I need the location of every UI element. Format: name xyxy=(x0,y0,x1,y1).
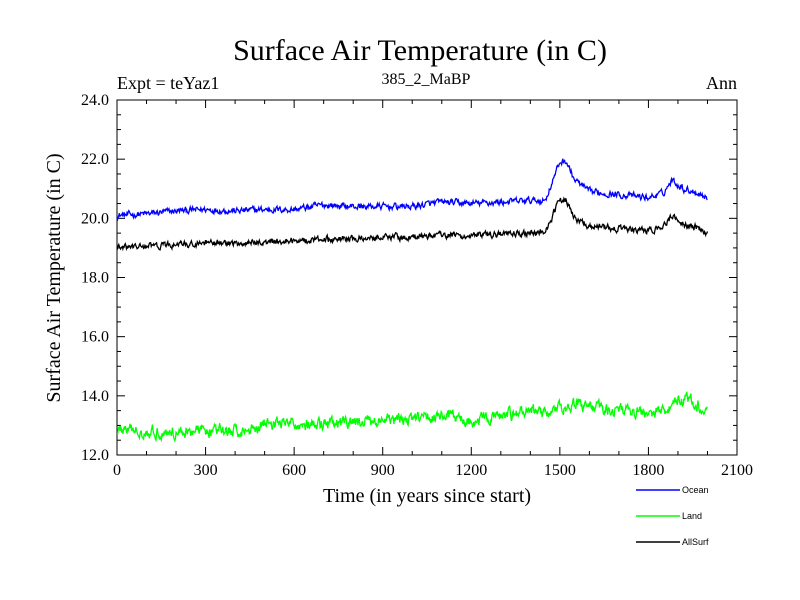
legend-label-ocean: Ocean xyxy=(682,485,709,495)
x-tick-label: 1500 xyxy=(544,462,576,479)
x-tick-label: 2100 xyxy=(721,462,753,479)
y-axis-ticks: 12.0 14.0 16.0 18.0 20.0 22.0 24.0 xyxy=(81,92,737,464)
y-axis-label: Surface Air Temperature (in C) xyxy=(43,153,65,402)
series-layer xyxy=(116,158,709,443)
series-line-allsurf xyxy=(116,196,709,252)
chart-subtitle-right: Ann xyxy=(706,73,737,93)
x-tick-label: 1800 xyxy=(632,462,664,479)
chart-subtitle-left: Expt = teYaz1 xyxy=(117,73,219,93)
legend: Ocean Land AllSurf xyxy=(636,485,709,547)
x-tick-label: 300 xyxy=(194,462,218,479)
x-tick-label: 600 xyxy=(282,462,306,479)
y-tick-label: 24.0 xyxy=(81,92,109,109)
x-axis-label: Time (in years since start) xyxy=(323,485,531,507)
y-tick-label: 14.0 xyxy=(81,388,109,405)
legend-label-allsurf: AllSurf xyxy=(682,537,709,547)
y-tick-label: 20.0 xyxy=(81,210,109,227)
y-tick-label: 16.0 xyxy=(81,329,109,346)
series-line-land xyxy=(116,391,709,443)
plot-frame xyxy=(116,99,738,456)
x-tick-label: 1200 xyxy=(455,462,487,479)
series-line-ocean xyxy=(116,158,708,222)
x-axis-ticks: 0 300 600 900 1200 1500 1800 2100 xyxy=(113,100,753,479)
chart-title: Surface Air Temperature (in C) xyxy=(233,34,607,67)
chart-subtitle-center: 385_2_MaBP xyxy=(382,71,471,88)
y-tick-label: 22.0 xyxy=(81,151,109,168)
y-tick-label: 12.0 xyxy=(81,447,109,464)
x-tick-label: 900 xyxy=(371,462,395,479)
legend-label-land: Land xyxy=(682,511,702,521)
y-tick-label: 18.0 xyxy=(81,270,109,287)
x-tick-label: 0 xyxy=(113,462,121,479)
